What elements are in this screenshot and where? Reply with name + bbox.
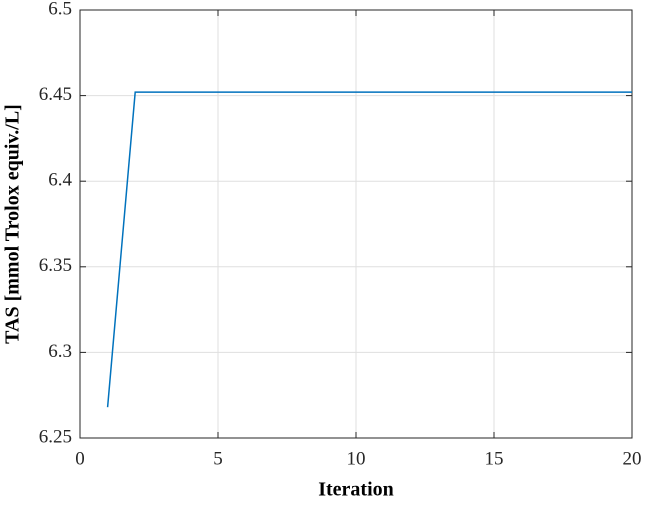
y-tick-label: 6.25 [39, 426, 72, 447]
y-tick-label: 6.5 [48, 0, 72, 19]
plot-frame [79, 9, 633, 439]
x-axis-label: Iteration [318, 479, 394, 501]
y-tick-label: 6.35 [39, 255, 72, 276]
x-tick-label: 10 [347, 448, 366, 469]
y-axis-label: TAS [mmol Trolox equiv./L] [2, 104, 24, 344]
data-line [106, 91, 632, 408]
x-tick-label: 0 [75, 448, 85, 469]
x-tick-label: 15 [485, 448, 504, 469]
x-tick-label: 20 [623, 448, 642, 469]
y-tick-label: 6.3 [48, 341, 72, 362]
y-tick-label: 6.4 [48, 170, 72, 191]
x-tick-label: 5 [213, 448, 223, 469]
y-tick-label: 6.45 [39, 84, 72, 105]
